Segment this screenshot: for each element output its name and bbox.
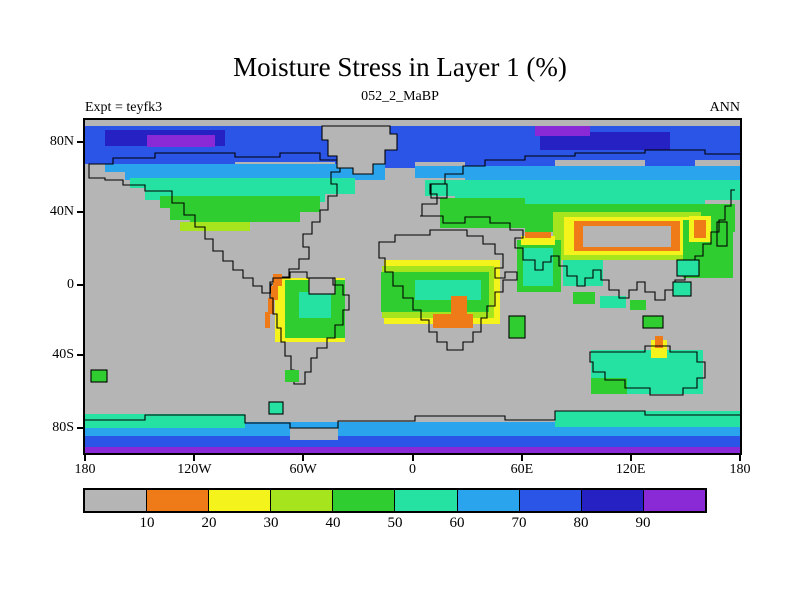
south-america-coastline — [269, 271, 350, 385]
y-tick-mark — [77, 210, 83, 213]
x-tick-label: 120W — [177, 462, 212, 477]
y-tick-mark — [77, 140, 83, 143]
australia-coastline — [589, 345, 706, 396]
british-isles — [430, 183, 448, 199]
colorbar-boundary-label: 90 — [635, 515, 651, 531]
x-tick-label: 120E — [615, 462, 646, 477]
colorbar-boundary-label: 20 — [201, 515, 217, 531]
south-eurasia-coastline — [420, 189, 735, 301]
antarctica-coastline — [85, 410, 740, 429]
y-tick-mark — [77, 354, 83, 357]
colorbar-cell — [456, 490, 519, 511]
x-tick-label: 180 — [729, 462, 751, 477]
chart-subtitle: 052_2_MaBP — [361, 89, 439, 104]
colorbar-boundary-label: 70 — [511, 515, 527, 531]
x-tick-mark — [193, 455, 196, 461]
colorbar-boundary-label: 10 — [139, 515, 155, 531]
colorbar-legend — [83, 488, 707, 513]
antarctica-region — [85, 410, 740, 453]
north-america-coastline — [88, 152, 341, 294]
colorbar-boundary-label: 30 — [263, 515, 279, 531]
africa — [378, 229, 526, 351]
y-tick-label: 40S — [52, 347, 74, 363]
x-tick-mark — [629, 455, 632, 461]
japan — [716, 221, 728, 247]
colorbar-boundary-label: 80 — [573, 515, 589, 531]
experiment-label: Expt = teyfk3 — [85, 100, 163, 115]
world-map — [85, 120, 740, 453]
x-tick-label: 0 — [409, 462, 416, 477]
colorbar-cell — [146, 490, 209, 511]
y-tick-mark — [77, 427, 83, 430]
x-tick-mark — [302, 455, 305, 461]
y-tick-label: 0 — [67, 276, 74, 292]
x-tick-label: 180 — [74, 462, 96, 477]
south-america — [265, 271, 350, 385]
x-tick-mark — [520, 455, 523, 461]
colorbar-cell — [580, 490, 643, 511]
central-asia-desert — [583, 226, 671, 247]
x-tick-label: 60W — [289, 462, 317, 477]
australia-oceania — [589, 259, 706, 396]
madagascar — [508, 315, 526, 339]
y-tick-mark — [77, 283, 83, 286]
colorbar-boundary-label: 40 — [325, 515, 341, 531]
eurasia-arctic-coastline — [421, 149, 740, 216]
colorbar-cell — [85, 490, 147, 511]
y-tick-label: 80S — [52, 420, 74, 436]
colorbar-cell — [270, 490, 333, 511]
x-tick-mark — [84, 455, 86, 461]
colorbar-cell — [642, 490, 705, 511]
greenland — [321, 125, 398, 175]
colorbar-boundary-label: 60 — [449, 515, 465, 531]
map-frame — [83, 118, 742, 455]
colorbar-cell — [208, 490, 271, 511]
north-america — [88, 125, 398, 294]
x-tick-mark — [411, 455, 414, 461]
colorbar-cell — [394, 490, 457, 511]
new-guinea — [642, 315, 664, 329]
y-tick-label: 40N — [49, 203, 74, 219]
eurasia — [420, 149, 740, 310]
y-tick-label: 80N — [49, 133, 74, 149]
colorbar-boundary-label: 50 — [387, 515, 403, 531]
x-tick-label: 60E — [510, 462, 534, 477]
x-tick-mark — [739, 455, 741, 461]
africa-coastline — [378, 229, 518, 351]
colorbar-cell — [332, 490, 395, 511]
chart-title: Moisture Stress in Layer 1 (%) — [233, 52, 567, 82]
season-label: ANN — [709, 100, 740, 115]
colorbar-cell — [518, 490, 581, 511]
